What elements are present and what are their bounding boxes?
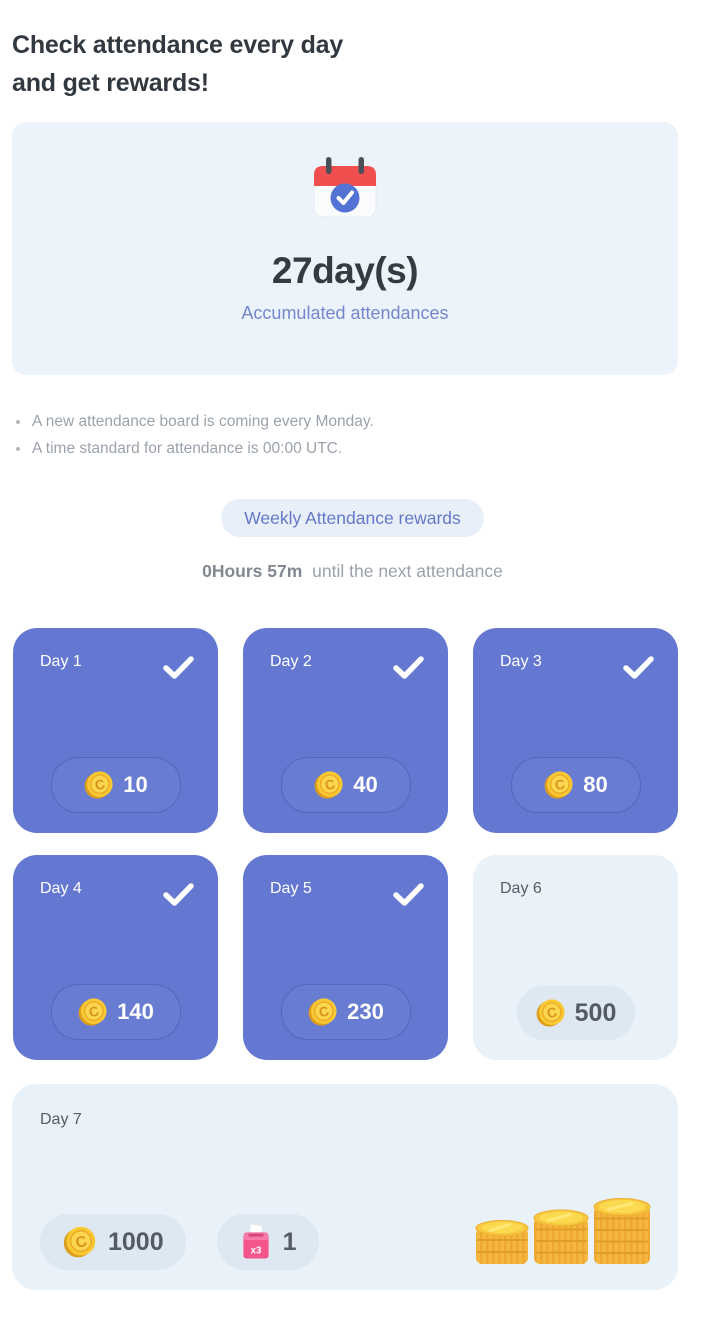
- note-text: A time standard for attendance is 00:00 …: [32, 440, 343, 457]
- page-title-line1: Check attendance every day: [12, 31, 344, 59]
- coin-icon: [544, 770, 574, 800]
- gift-voucher-x3-icon: x3: [243, 1223, 269, 1258]
- day-label: Day 5: [270, 880, 312, 897]
- accumulated-count: 27day(s): [271, 250, 419, 291]
- countdown-suffix: until the next attendance: [312, 561, 503, 581]
- day-card-2[interactable]: Day 2 40: [243, 628, 448, 833]
- coin-amount: 10: [123, 772, 148, 797]
- attendance-summary-card: 27day(s) Accumulated attendances: [12, 122, 678, 375]
- day-card-5[interactable]: Day 5 230: [243, 855, 448, 1060]
- coin-stacks-illustration: [475, 1198, 651, 1264]
- coin-amount: 1000: [108, 1227, 164, 1256]
- day-card-4[interactable]: Day 4 140: [13, 855, 218, 1060]
- day-label: Day 4: [40, 880, 82, 897]
- check-icon: [393, 655, 424, 681]
- day-card-6[interactable]: Day 6 500: [473, 855, 678, 1060]
- coin-reward-pill: 80: [510, 757, 641, 813]
- coin-icon: [535, 998, 566, 1028]
- day-label: Day 7: [40, 1111, 82, 1128]
- coin-icon: [84, 770, 114, 800]
- note-item: A new attendance board is coming every M…: [14, 408, 678, 435]
- day-label: Day 1: [40, 653, 82, 670]
- notes-list: A new attendance board is coming every M…: [14, 408, 678, 462]
- day-label: Day 6: [500, 880, 542, 897]
- note-item: A time standard for attendance is 00:00 …: [14, 435, 678, 462]
- bullet-dot: [16, 447, 20, 451]
- attendance-day-grid: Day 1 10 Day 2 40 Day 3 80 Day 4: [13, 628, 678, 1060]
- coin-amount: 500: [574, 998, 617, 1027]
- note-text: A new attendance board is coming every M…: [32, 413, 374, 430]
- day-card-7[interactable]: Day 7 1000 x3 1: [12, 1084, 678, 1290]
- coin-icon: [314, 770, 344, 800]
- coin-reward-pill: 1000: [40, 1214, 186, 1270]
- coin-amount: 40: [353, 772, 378, 797]
- check-icon: [393, 882, 424, 908]
- coin-reward-pill: 140: [50, 984, 181, 1040]
- check-icon: [163, 882, 194, 908]
- day-card-3[interactable]: Day 3 80: [473, 628, 678, 833]
- check-icon: [623, 655, 654, 681]
- coin-amount: 80: [583, 772, 608, 797]
- svg-text:x3: x3: [250, 1245, 261, 1256]
- bullet-dot: [16, 420, 20, 424]
- coin-icon: [62, 1225, 97, 1259]
- page-title: Check attendance every day and get rewar…: [12, 26, 678, 102]
- accumulated-caption: Accumulated attendances: [241, 303, 449, 323]
- coin-reward-pill: 500: [516, 986, 635, 1040]
- voucher-reward-pill: x3 1: [216, 1214, 319, 1270]
- coin-reward-pill: 10: [50, 757, 181, 813]
- day-card-1[interactable]: Day 1 10: [13, 628, 218, 833]
- day-label: Day 2: [270, 653, 312, 670]
- coin-amount: 140: [117, 999, 154, 1024]
- page-title-line2: and get rewards!: [12, 69, 209, 97]
- next-attendance-countdown: 0Hours 57m until the next attendance: [0, 561, 705, 582]
- coin-amount: 230: [347, 999, 384, 1024]
- coin-icon: [307, 997, 338, 1027]
- weekly-attendance-rewards-tab[interactable]: Weekly Attendance rewards: [221, 499, 484, 537]
- voucher-count: 1: [282, 1227, 297, 1256]
- check-icon: [163, 655, 194, 681]
- countdown-time: 0Hours 57m: [202, 561, 303, 581]
- coin-reward-pill: 230: [280, 984, 411, 1040]
- coin-reward-pill: 40: [280, 757, 411, 813]
- calendar-check-icon: [312, 156, 378, 228]
- coin-icon: [77, 997, 108, 1027]
- day-label: Day 3: [500, 653, 542, 670]
